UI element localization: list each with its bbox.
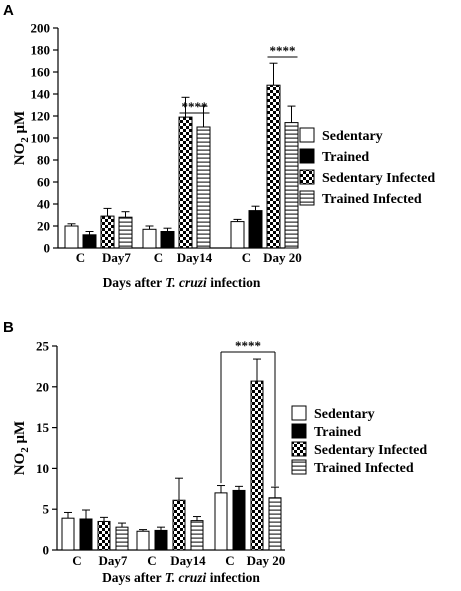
y-tick-label: 60 [37, 175, 50, 190]
significance-label: **** [235, 338, 261, 353]
bar-day14-sedentary-infected [172, 499, 186, 551]
bar-day-20-sedentary-infected [250, 380, 264, 551]
y-tick-label: 0 [43, 543, 50, 558]
bar-day7-trained [82, 234, 97, 249]
bar-day14-sedentary [142, 228, 157, 249]
control-label: C [225, 553, 234, 568]
chart-panel-a: A 0 20 40 60 80 100 120 140 160 180 200 NO2 μM C Day7 C… [3, 2, 435, 290]
bar-day-20-trained [232, 489, 246, 551]
legend-label-trained-infected: Trained Infected [314, 461, 414, 476]
legend: Sedentary Trained Sedentary Infected Traine… [299, 127, 435, 207]
legend-swatch-trained [291, 423, 307, 439]
y-tick-label: 140 [31, 87, 51, 102]
legend-label-trained: Trained [322, 150, 369, 165]
significance-label: **** [270, 43, 296, 58]
bar-day7-sedentary [61, 517, 75, 551]
y-tick-label: 10 [36, 461, 49, 476]
y-axis-label: NO2 μM [12, 111, 31, 165]
group-label: Day14 [177, 250, 213, 265]
control-label: C [242, 250, 251, 265]
bar-day7-trained [79, 518, 93, 551]
y-tick-label: 15 [36, 420, 50, 435]
bar-day-20-trained [248, 210, 263, 249]
x-axis-label: Days after T. cruzi infection [102, 570, 260, 585]
x-axis-label: Days after T. cruzi infection [103, 275, 261, 290]
legend-label-sedentary: Sedentary [314, 407, 375, 422]
control-label: C [76, 250, 85, 265]
bar-day14-trained [154, 529, 168, 551]
y-tick-label: 80 [37, 153, 50, 168]
chart-panel-b: B 0 5 10 15 20 25 NO2 μM C Day7 C Day14 C Day 20 Days … [3, 319, 427, 585]
bar-day-20-trained-infected [268, 497, 282, 551]
y-tick-label: 40 [37, 197, 50, 212]
y-tick-label: 160 [31, 65, 51, 80]
bar-day7-sedentary-infected [97, 520, 111, 551]
y-tick-label: 100 [31, 131, 51, 146]
y-tick-label: 120 [31, 109, 51, 124]
y-tick-label: 180 [31, 43, 51, 58]
bar-day14-trained-infected [196, 126, 211, 249]
legend-swatch-sedentary-infected [291, 441, 307, 457]
panel-letter: B [3, 319, 14, 336]
bar-day7-trained-infected [118, 216, 133, 249]
legend-swatch-sedentary-infected [299, 169, 315, 185]
bar-day7-sedentary-infected [100, 215, 115, 249]
bar-day-20-sedentary-infected [266, 84, 281, 249]
group-label: Day 20 [247, 553, 286, 568]
legend-label-trained: Trained [314, 425, 361, 440]
group-label: Day14 [170, 553, 206, 568]
legend-label-trained-infected: Trained Infected [322, 192, 422, 207]
legend-swatch-sedentary [299, 127, 315, 143]
group-label: Day7 [102, 250, 131, 265]
legend-swatch-trained [299, 148, 315, 164]
control-label: C [154, 250, 163, 265]
control-label: C [72, 553, 81, 568]
bar-day7-sedentary [64, 225, 79, 249]
control-label: C [147, 553, 156, 568]
legend-label-sedentary: Sedentary [322, 129, 383, 144]
group-label: Day7 [99, 553, 128, 568]
y-tick-label: 20 [37, 219, 50, 234]
legend-swatch-trained-infected [299, 190, 315, 206]
y-tick-label: 0 [44, 241, 51, 256]
bar-day14-trained-infected [190, 520, 204, 551]
panel-letter: A [3, 2, 14, 19]
bar-day-20-sedentary [230, 221, 245, 249]
significance-label: **** [182, 99, 208, 114]
bar-day-20-trained-infected [284, 122, 299, 249]
legend: Sedentary Trained Sedentary Infected Traine… [291, 405, 427, 476]
bar-day7-trained-infected [115, 526, 129, 551]
bar-day14-sedentary [136, 530, 150, 551]
y-tick-label: 25 [36, 339, 50, 354]
legend-label-sedentary-infected: Sedentary Infected [322, 171, 435, 186]
bar-day14-trained [160, 231, 175, 249]
y-axis-label: NO2 μM [12, 421, 31, 475]
legend-swatch-trained-infected [291, 459, 307, 475]
y-tick-label: 20 [36, 379, 49, 394]
y-tick-label: 5 [43, 502, 50, 517]
bar-day14-sedentary-infected [178, 116, 193, 249]
bar-day-20-sedentary [214, 492, 228, 551]
legend-label-sedentary-infected: Sedentary Infected [314, 443, 427, 458]
legend-swatch-sedentary [291, 405, 307, 421]
group-label: Day 20 [263, 250, 302, 265]
y-tick-label: 200 [31, 21, 51, 36]
